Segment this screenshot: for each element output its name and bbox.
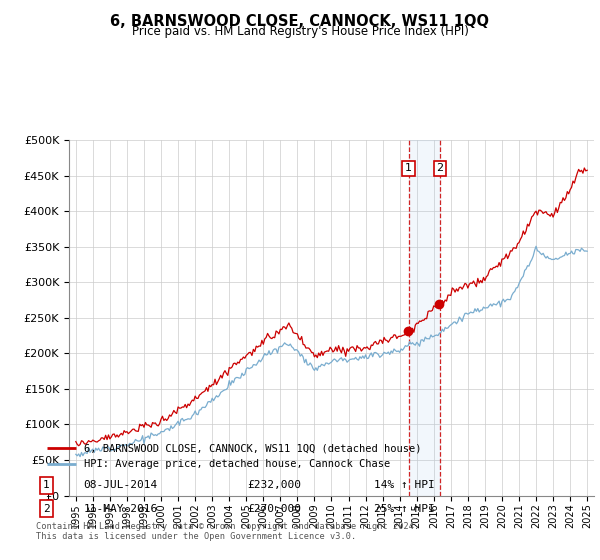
Text: Price paid vs. HM Land Registry's House Price Index (HPI): Price paid vs. HM Land Registry's House … [131,25,469,38]
Text: £232,000: £232,000 [247,480,301,490]
Text: 11-MAY-2016: 11-MAY-2016 [83,504,158,514]
Text: 1: 1 [43,480,50,490]
Text: 2: 2 [43,504,50,514]
Text: 2: 2 [436,164,443,174]
Bar [409,140,440,496]
Text: 14% ↑ HPI: 14% ↑ HPI [374,480,434,490]
Text: £270,000: £270,000 [247,504,301,514]
Text: Contains HM Land Registry data © Crown copyright and database right 2024.
This d: Contains HM Land Registry data © Crown c… [36,522,419,542]
Text: 1: 1 [405,164,412,174]
Text: HPI: Average price, detached house, Cannock Chase: HPI: Average price, detached house, Cann… [83,459,390,469]
Text: 6, BARNSWOOD CLOSE, CANNOCK, WS11 1QQ (detached house): 6, BARNSWOOD CLOSE, CANNOCK, WS11 1QQ (d… [83,444,421,454]
Text: 25% ↑ HPI: 25% ↑ HPI [374,504,434,514]
Text: 6, BARNSWOOD CLOSE, CANNOCK, WS11 1QQ: 6, BARNSWOOD CLOSE, CANNOCK, WS11 1QQ [110,14,490,29]
Text: 08-JUL-2014: 08-JUL-2014 [83,480,158,490]
